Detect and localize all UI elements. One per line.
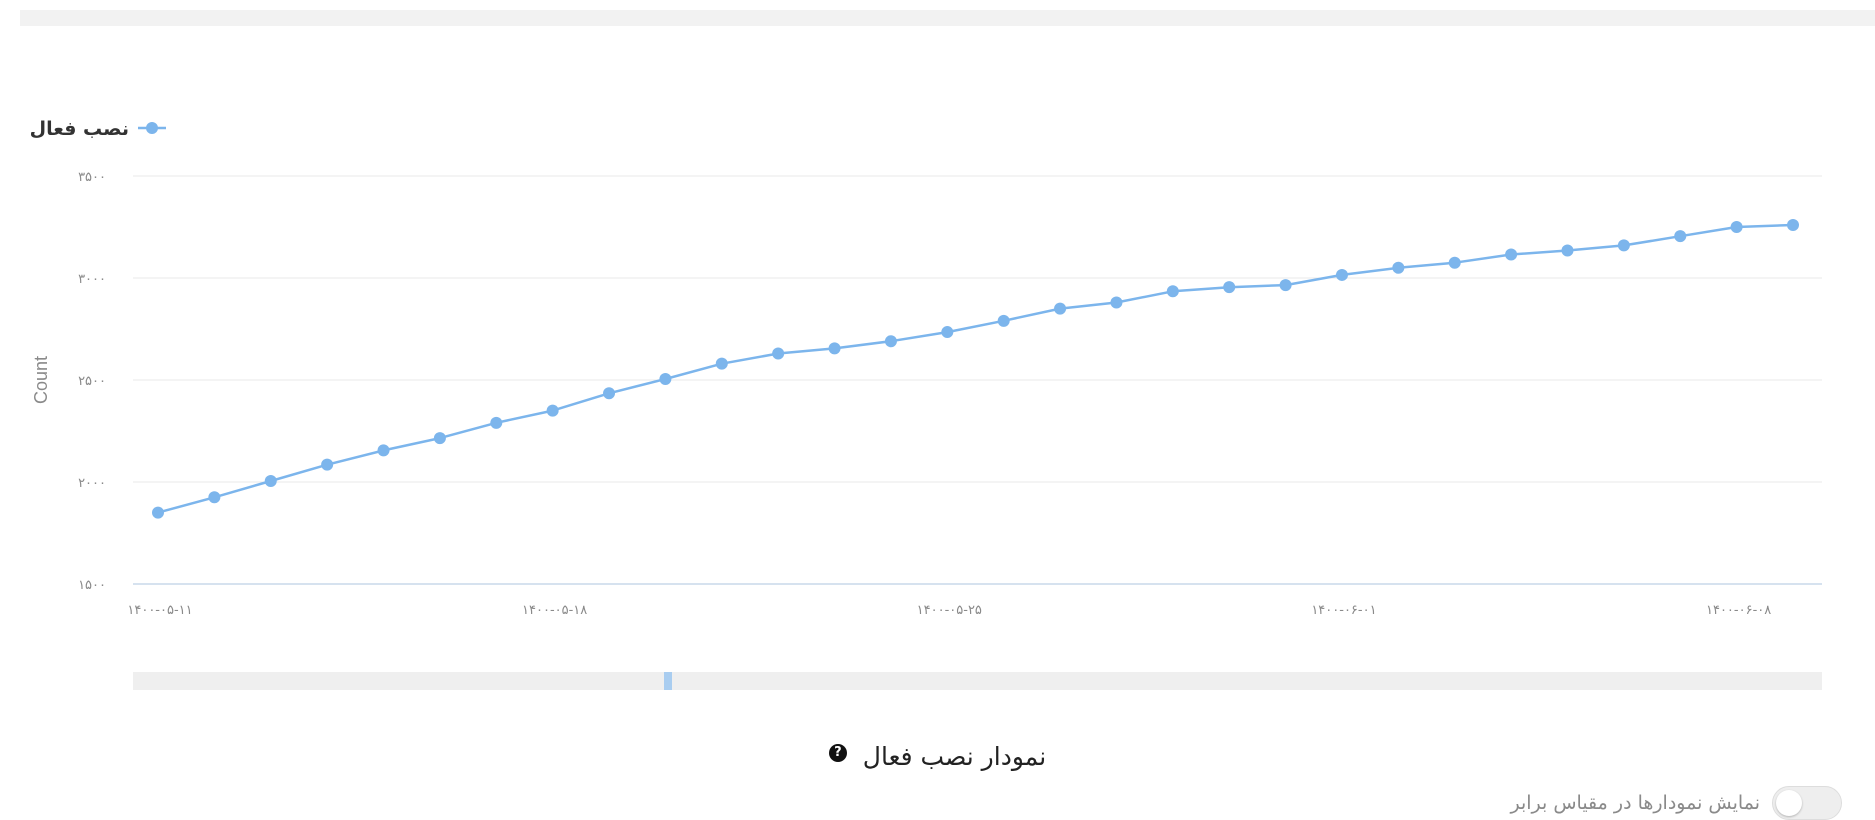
y-tick-label: ۱۵۰۰ (78, 578, 106, 593)
data-point[interactable] (1166, 285, 1179, 298)
chart-title-footer: نمودار نصب فعال ? (0, 742, 1875, 771)
x-tick-label: ۱۴۰۰-۰۵-۱۸ (522, 603, 587, 618)
toggle-knob (1776, 790, 1802, 816)
top-divider-strip (20, 10, 1875, 27)
data-point[interactable] (546, 404, 559, 417)
legend-dot-marker (146, 122, 158, 134)
data-point[interactable] (1054, 302, 1067, 315)
data-point[interactable] (1335, 268, 1348, 281)
navigator-track[interactable] (133, 672, 1822, 690)
x-tick-label: ۱۴۰۰-۰۶-۰۱ (1311, 603, 1376, 618)
navigator-handle[interactable] (664, 672, 672, 690)
data-point[interactable] (1448, 256, 1461, 269)
data-point[interactable] (490, 416, 503, 429)
data-point[interactable] (433, 432, 446, 445)
range-navigator[interactable] (133, 672, 1822, 690)
series-group (152, 218, 1799, 519)
legend-label[interactable]: نصب فعال (30, 118, 129, 140)
data-point[interactable] (264, 474, 277, 487)
data-point[interactable] (772, 347, 785, 360)
x-axis-ticks: ۱۴۰۰-۰۵-۱۱ ۱۴۰۰-۰۵-۱۸ ۱۴۰۰-۰۵-۲۵ ۱۴۰۰-۰۶-۰۱… (127, 603, 1771, 618)
data-point[interactable] (208, 491, 221, 504)
data-point[interactable] (1505, 248, 1518, 261)
x-tick-label: ۱۴۰۰-۰۶-۰۸ (1706, 603, 1771, 618)
data-point[interactable] (659, 372, 672, 385)
y-tick-label: ۲۵۰۰ (78, 374, 106, 389)
data-point[interactable] (997, 314, 1010, 327)
chart-title-text: نمودار نصب فعال (862, 742, 1047, 771)
data-point[interactable] (884, 335, 897, 348)
grid-lines (133, 175, 1822, 585)
y-axis-ticks: ۱۵۰۰ ۲۰۰۰ ۲۵۰۰ ۳۰۰۰ ۳۵۰۰ (78, 170, 106, 593)
data-point[interactable] (715, 357, 728, 370)
data-point[interactable] (1730, 221, 1743, 233)
data-point[interactable] (1110, 296, 1123, 309)
equal-scale-toggle-label: نمایش نمودارها در مقیاس برابر (1510, 792, 1760, 814)
data-point[interactable] (941, 326, 954, 339)
data-point[interactable] (603, 387, 616, 400)
legend[interactable]: نصب فعال (30, 118, 166, 140)
data-point[interactable] (1617, 239, 1630, 252)
series-line (157, 223, 1794, 514)
data-point[interactable] (152, 506, 164, 519)
data-point[interactable] (1392, 261, 1405, 274)
equal-scale-toggle-switch[interactable] (1772, 786, 1842, 820)
x-tick-label: ۱۴۰۰-۰۵-۲۵ (917, 603, 982, 618)
question-circle-icon[interactable]: ? (828, 743, 847, 762)
x-tick-label: ۱۴۰۰-۰۵-۱۱ (127, 603, 192, 618)
data-point[interactable] (321, 458, 334, 471)
data-point[interactable] (1787, 218, 1799, 231)
data-point[interactable] (1561, 244, 1574, 257)
equal-scale-toggle-row[interactable]: نمایش نمودارها در مقیاس برابر (1510, 786, 1842, 820)
y-tick-label: ۳۵۰۰ (78, 170, 106, 185)
data-point[interactable] (828, 342, 841, 355)
data-point[interactable] (377, 444, 390, 457)
y-tick-label: ۳۰۰۰ (78, 272, 106, 287)
y-axis-title: Count (31, 356, 51, 404)
data-point[interactable] (1279, 279, 1292, 292)
data-point[interactable] (1674, 230, 1687, 243)
data-point[interactable] (1223, 281, 1236, 294)
y-tick-label: ۲۰۰۰ (78, 476, 106, 491)
chart-panel: ۱۵۰۰ ۲۰۰۰ ۲۵۰۰ ۳۰۰۰ ۳۵۰۰ ۱۴۰۰-۰۵-۱۱ ۱۴۰۰-۰۵-۱… (20, 26, 1875, 820)
